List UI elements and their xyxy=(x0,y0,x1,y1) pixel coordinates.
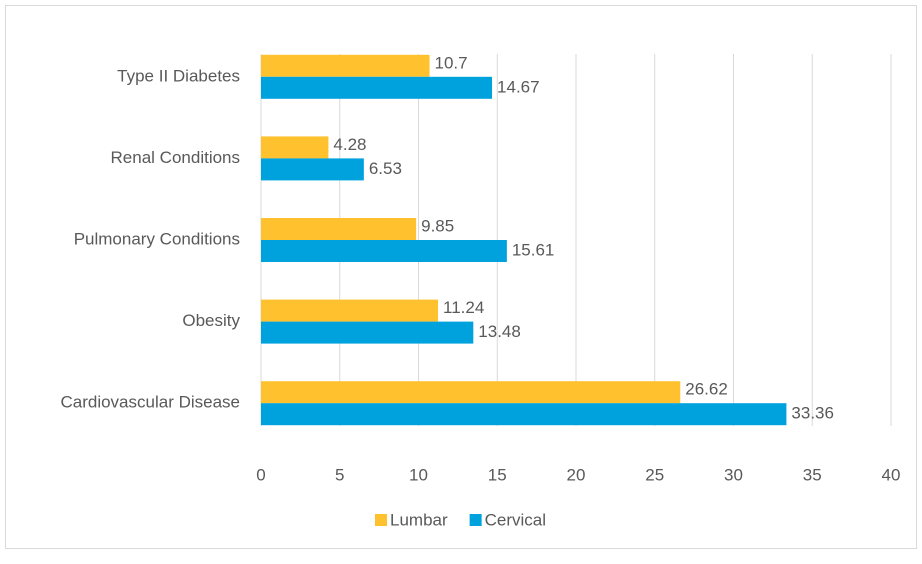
data-label: 14.67 xyxy=(497,77,540,96)
legend-label: Lumbar xyxy=(390,510,448,529)
data-label: 6.53 xyxy=(369,159,402,178)
x-tick-label: 20 xyxy=(567,465,586,484)
bar xyxy=(261,76,493,99)
bar xyxy=(261,218,417,240)
x-tick-label: 40 xyxy=(882,465,901,484)
x-tick-label: 25 xyxy=(645,465,664,484)
legend-swatch xyxy=(469,514,482,526)
data-label: 10.7 xyxy=(435,53,468,72)
y-tick-label: Cardiovascular Disease xyxy=(60,393,240,412)
legend-label: Cervical xyxy=(485,510,546,529)
bar xyxy=(261,403,787,426)
data-label: 11.24 xyxy=(443,298,484,317)
data-label: 15.61 xyxy=(512,240,555,259)
bar xyxy=(261,381,681,404)
legend-swatch xyxy=(375,514,387,526)
bar xyxy=(261,321,474,344)
bar xyxy=(261,299,439,322)
y-tick-label: Pulmonary Conditions xyxy=(74,229,240,248)
x-tick-label: 15 xyxy=(488,465,507,484)
bar xyxy=(261,240,507,262)
bar xyxy=(261,136,329,159)
data-label: 4.28 xyxy=(333,135,366,154)
x-tick-label: 10 xyxy=(409,465,428,484)
data-label: 33.36 xyxy=(791,404,834,423)
y-tick-label: Type II Diabetes xyxy=(117,66,240,85)
x-tick-label: 30 xyxy=(724,465,743,484)
bar xyxy=(261,54,430,77)
data-label: 9.85 xyxy=(421,216,454,235)
bar xyxy=(261,158,364,181)
x-tick-label: 35 xyxy=(803,465,822,484)
data-label: 26.62 xyxy=(685,380,728,399)
data-label: 13.48 xyxy=(478,322,521,341)
x-tick-label: 5 xyxy=(335,465,344,484)
x-tick-label: 0 xyxy=(256,465,265,484)
y-tick-label: Obesity xyxy=(182,311,240,330)
y-tick-label: Renal Conditions xyxy=(111,148,240,167)
